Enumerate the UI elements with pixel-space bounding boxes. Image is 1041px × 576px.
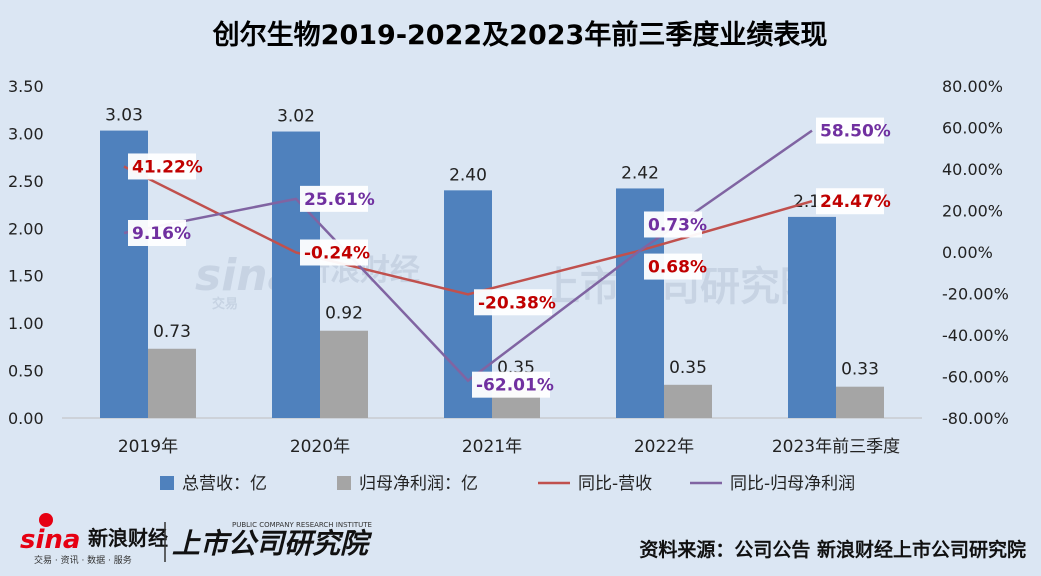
- y-right-tick-label: -80.00%: [942, 409, 1009, 428]
- x-tick-label: 2020年: [290, 437, 350, 457]
- line-data-label: 25.61%: [304, 190, 375, 210]
- line-label-box: [644, 253, 702, 280]
- x-tick-label: 2023年前三季度: [772, 437, 900, 457]
- bar-data-label: 3.02: [277, 107, 315, 127]
- line-data-label: 58.50%: [820, 122, 891, 142]
- line-data-label: -20.38%: [478, 293, 556, 313]
- legend-label: 归母净利润：亿: [359, 474, 478, 494]
- legend: 总营收：亿 归母净利润：亿 同比-营收 同比-归母净利润: [160, 474, 855, 494]
- bar: [836, 386, 884, 418]
- line-label-box: [472, 371, 550, 398]
- watermark-sub: 交易: [212, 296, 238, 312]
- y-left-tick-label: 0.00: [8, 409, 44, 428]
- bar: [272, 131, 320, 418]
- line-label-box: [474, 289, 552, 316]
- line-label-box: [644, 211, 702, 238]
- bar: [664, 384, 712, 418]
- line-data-label: 24.47%: [820, 192, 891, 212]
- y-right-tick-label: -20.00%: [942, 285, 1009, 304]
- line-data-label: 0.73%: [648, 215, 707, 235]
- bar: [148, 348, 196, 418]
- line-label-box: [300, 239, 368, 266]
- bar-data-label: 2.40: [449, 165, 487, 185]
- legend-swatch: [337, 476, 351, 490]
- sina-logo: sina 新浪财经 交易 · 资讯 · 数据 · 服务: [20, 513, 168, 566]
- source-note: 资料来源：公司公告 新浪财经上市公司研究院: [639, 538, 1026, 561]
- y-right-tick-label: 60.00%: [942, 119, 1003, 138]
- line-label-box: [300, 185, 368, 212]
- sina-eye-icon: [39, 513, 53, 527]
- line-data-label: 0.68%: [648, 258, 707, 278]
- institute-logo: 上市公司研究院 PUBLIC COMPANY RESEARCH INSTITUT…: [172, 521, 373, 560]
- series-line: [123, 129, 813, 383]
- bar: [320, 330, 368, 418]
- y-right-tick-label: -40.00%: [942, 326, 1009, 345]
- bar-data-label: 0.73: [153, 322, 191, 342]
- line-label-box: [128, 219, 186, 246]
- plot-area: 0.00 0.50 1.00 1.50 2.00 2.50 3.00 3.50 -80.00% -…: [8, 77, 1009, 457]
- line-data-label: 41.22%: [132, 157, 203, 177]
- line-data-label: -62.01%: [476, 376, 554, 396]
- sina-logo-sub: 交易 · 资讯 · 数据 · 服务: [34, 554, 132, 566]
- y-left-tick-label: 1.50: [8, 267, 44, 286]
- bar: [788, 216, 836, 418]
- y-right-tick-label: 40.00%: [942, 160, 1003, 179]
- y-right-tick-label: 0.00%: [942, 243, 993, 262]
- y-right-tick-label: 80.00%: [942, 77, 1003, 96]
- bar-data-label: 2.42: [621, 163, 659, 183]
- bar-data-label: 0.35: [669, 358, 707, 378]
- bar-data-label: 3.03: [105, 106, 143, 126]
- legend-swatch: [160, 476, 174, 490]
- y-left-tick-label: 3.00: [8, 124, 44, 143]
- line-label-box: [816, 117, 884, 144]
- x-tick-label: 2019年: [118, 437, 178, 457]
- x-tick-label: 2021年: [462, 437, 522, 457]
- chart-title: 创尔生物2019-2022及2023年前三季度业绩表现: [212, 19, 828, 51]
- sina-logo-brand: sina: [20, 525, 80, 555]
- sina-logo-name: 新浪财经: [88, 526, 168, 550]
- y-right-tick-label: 20.00%: [942, 202, 1003, 221]
- bar-data-label: 0.92: [325, 304, 363, 324]
- y-left-tick-label: 1.00: [8, 314, 44, 333]
- legend-label: 同比-营收: [578, 474, 652, 494]
- line-data-label: 9.16%: [132, 224, 191, 244]
- y-left-tick-label: 2.50: [8, 172, 44, 191]
- y-left-tick-label: 3.50: [8, 77, 44, 96]
- y-left-tick-label: 2.00: [8, 219, 44, 238]
- line-label-box: [816, 188, 884, 215]
- line-label-box: [128, 153, 196, 180]
- y-left-tick-label: 0.50: [8, 362, 44, 381]
- institute-en: PUBLIC COMPANY RESEARCH INSTITUTE: [232, 521, 372, 529]
- footer: sina 新浪财经 交易 · 资讯 · 数据 · 服务 上市公司研究院 PUBL…: [20, 513, 1026, 566]
- legend-label: 同比-归母净利润: [730, 474, 855, 494]
- line-data-label: -0.24%: [304, 243, 370, 263]
- y-right-tick-label: -60.00%: [942, 368, 1009, 387]
- bar-data-label: 0.33: [841, 360, 879, 380]
- x-tick-label: 2022年: [634, 437, 694, 457]
- institute-name: 上市公司研究院: [172, 527, 373, 560]
- legend-label: 总营收：亿: [182, 474, 267, 494]
